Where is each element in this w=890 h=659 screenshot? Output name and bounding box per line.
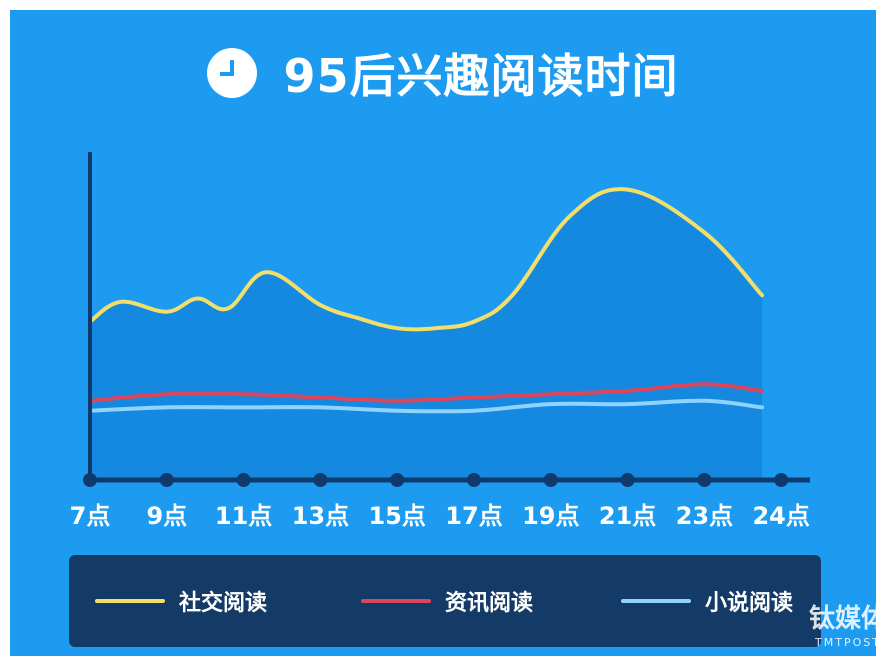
x-tick-dot <box>543 473 558 487</box>
x-tick-label: 15点 <box>368 502 425 530</box>
x-tick-label: 19点 <box>522 502 579 530</box>
legend-item-novel: 小说阅读 <box>621 585 793 617</box>
watermark-logo: 钛媒体 TMTPOST <box>800 604 876 649</box>
x-tick-label: 23点 <box>676 502 733 530</box>
series-line-social <box>88 187 764 332</box>
x-tick-dot <box>774 473 789 487</box>
title-row: 95后兴趣阅读时间 <box>10 38 876 108</box>
x-tick-label: 13点 <box>292 502 349 530</box>
watermark-en: TMTPOST <box>815 636 876 649</box>
legend-swatch-news <box>361 599 431 603</box>
x-tick-label: 21点 <box>599 502 656 530</box>
series-area-social <box>90 189 762 480</box>
x-tick-label: 7点 <box>70 502 111 530</box>
x-tick-dot <box>159 473 174 487</box>
legend-item-news: 资讯阅读 <box>361 585 533 617</box>
series-line-news <box>88 382 764 403</box>
line-chart: 7点 9点 11点 13点 15点 17点 19点 21点 23点 24点 <box>70 152 810 530</box>
x-tick-label: 17点 <box>445 502 502 530</box>
legend: 社交阅读 资讯阅读 小说阅读 <box>69 555 821 647</box>
x-tick-dot <box>697 473 712 487</box>
watermark-cn: 钛媒体 <box>808 604 876 634</box>
x-tick-dot <box>620 473 635 487</box>
x-tick-dot <box>236 473 251 487</box>
x-tick-label: 11点 <box>215 502 272 530</box>
legend-label-news: 资讯阅读 <box>445 591 534 616</box>
chart-title: 95后兴趣阅读时间 <box>283 49 679 103</box>
x-tick-dot <box>467 473 481 487</box>
x-tick-dot <box>313 473 328 487</box>
legend-swatch-novel <box>621 599 691 603</box>
legend-swatch-social <box>95 599 165 603</box>
x-tick-label: 24点 <box>752 502 809 530</box>
legend-item-social: 社交阅读 <box>95 585 267 617</box>
legend-label-novel: 小说阅读 <box>705 591 794 616</box>
chart-panel: 95后兴趣阅读时间 7点 9点 11点 13点 15点 17点 19点 21点 23点 24点 社… <box>10 10 876 656</box>
clock-icon <box>207 48 258 98</box>
x-tick-dot <box>83 473 97 487</box>
x-tick-dot <box>390 473 405 487</box>
series-line-novel <box>88 398 764 414</box>
legend-label-social: 社交阅读 <box>179 591 268 616</box>
x-tick-label: 9点 <box>146 502 187 530</box>
